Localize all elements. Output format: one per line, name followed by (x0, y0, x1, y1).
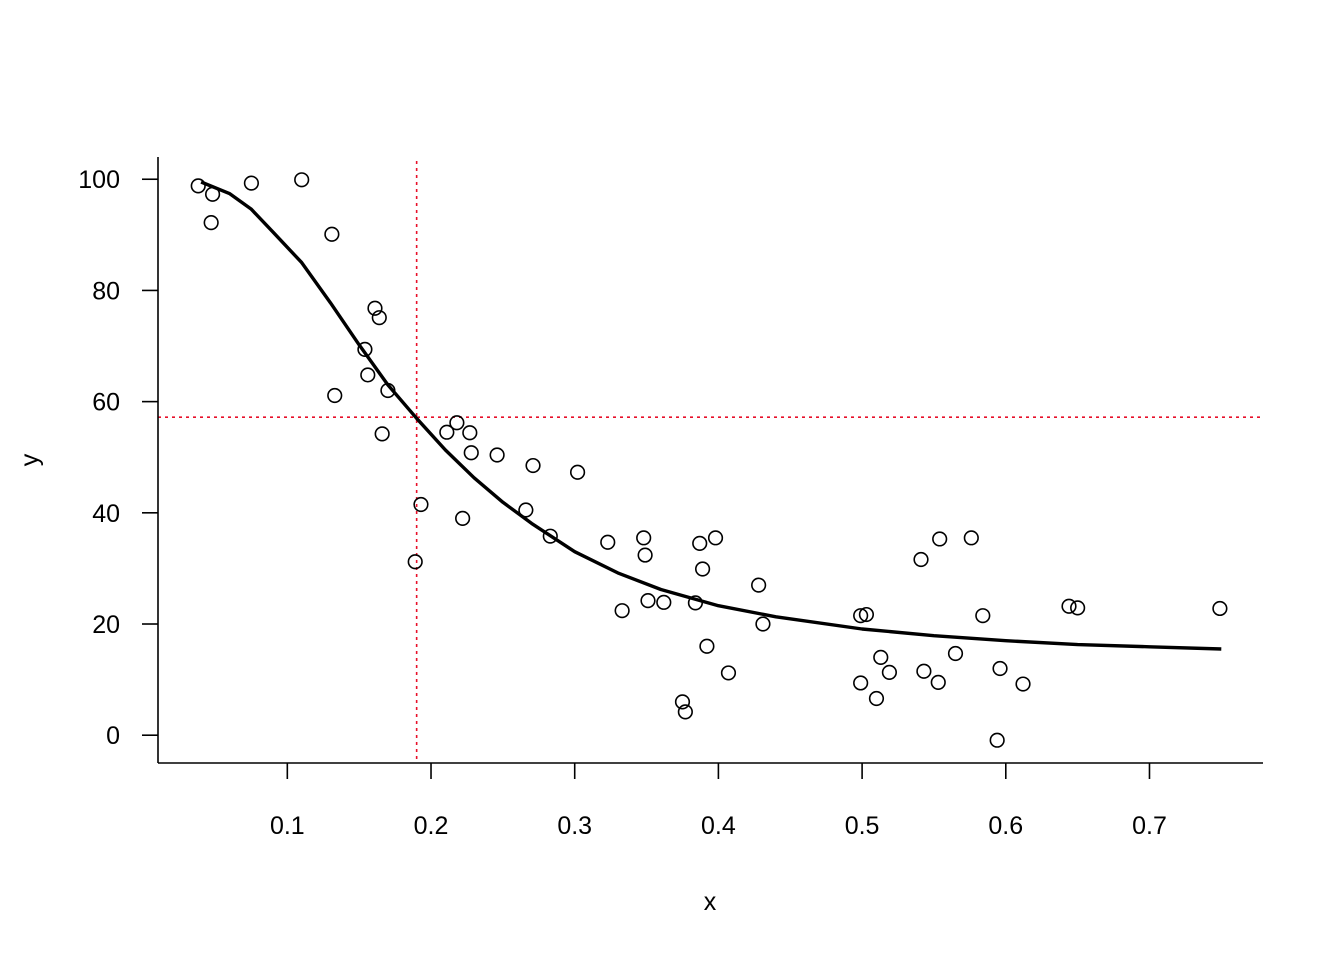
data-point (868, 690, 885, 707)
fitted-curve-layer (200, 180, 1222, 651)
data-point (360, 367, 376, 383)
x-tick-label: 0.4 (701, 812, 736, 840)
data-point (916, 663, 932, 679)
data-point (694, 561, 711, 577)
reference-lines (158, 161, 1263, 763)
data-point (614, 603, 630, 619)
data-point (463, 445, 479, 461)
data-point (677, 704, 693, 720)
fitted-curve (200, 180, 1222, 651)
data-point (600, 534, 616, 550)
data-point (413, 496, 429, 513)
data-point (637, 547, 653, 563)
data-point (455, 510, 471, 526)
data-point (963, 530, 979, 546)
data-point (707, 530, 724, 546)
data-point (881, 664, 897, 680)
x-tick-label: 0.3 (557, 812, 592, 840)
data-points (190, 172, 1228, 748)
data-point (873, 649, 889, 665)
data-point (1061, 598, 1077, 614)
data-point (858, 606, 875, 623)
data-point (371, 310, 387, 326)
data-point (699, 638, 715, 654)
y-tick-label: 40 (92, 500, 120, 528)
data-point (1070, 600, 1086, 616)
data-point (462, 425, 478, 441)
data-point (1212, 600, 1228, 617)
data-point (367, 300, 383, 316)
data-point (489, 447, 505, 463)
y-tick-label: 0 (106, 722, 120, 750)
data-point (656, 594, 672, 610)
data-point (930, 674, 946, 690)
data-point (324, 226, 340, 242)
y-tick-label: 100 (78, 166, 120, 194)
data-point (327, 387, 343, 404)
data-point (692, 535, 708, 551)
data-point (407, 554, 423, 570)
data-point (203, 215, 219, 231)
data-point (751, 577, 767, 593)
data-point (989, 732, 1005, 748)
x-tick-label: 0.1 (270, 812, 305, 840)
x-tick-label: 0.5 (845, 812, 880, 840)
x-tick-label: 0.6 (988, 812, 1023, 840)
data-point (439, 424, 455, 440)
data-point (294, 172, 310, 188)
data-point (674, 694, 691, 710)
data-point (992, 660, 1008, 677)
data-point (374, 426, 390, 442)
data-point (569, 464, 586, 480)
data-point (636, 530, 652, 546)
data-point (755, 616, 771, 632)
data-point (542, 528, 558, 544)
x-axis-label: x (704, 888, 717, 916)
data-point (518, 502, 534, 518)
data-point (853, 675, 869, 691)
y-tick-label: 20 (92, 611, 120, 639)
data-point (243, 175, 260, 191)
y-tick-label: 60 (92, 389, 120, 417)
data-point (720, 665, 737, 681)
data-point (947, 645, 964, 662)
data-point (525, 457, 541, 474)
data-point (1015, 676, 1031, 692)
data-point (913, 551, 929, 568)
axes: 0.1 0.2 0.3 0.4 0.5 0.6 0.7 0 20 40 60 80 100 (78, 157, 1263, 840)
x-tick-label: 0.2 (414, 812, 449, 840)
data-point (975, 608, 991, 624)
y-tick-label: 80 (92, 277, 120, 305)
data-point (932, 531, 948, 547)
data-point (357, 341, 373, 357)
data-point (640, 593, 656, 609)
data-point (190, 178, 206, 194)
y-axis-label: y (16, 453, 44, 466)
data-point (449, 415, 465, 431)
x-tick-label: 0.7 (1132, 812, 1167, 840)
data-point (853, 608, 869, 624)
